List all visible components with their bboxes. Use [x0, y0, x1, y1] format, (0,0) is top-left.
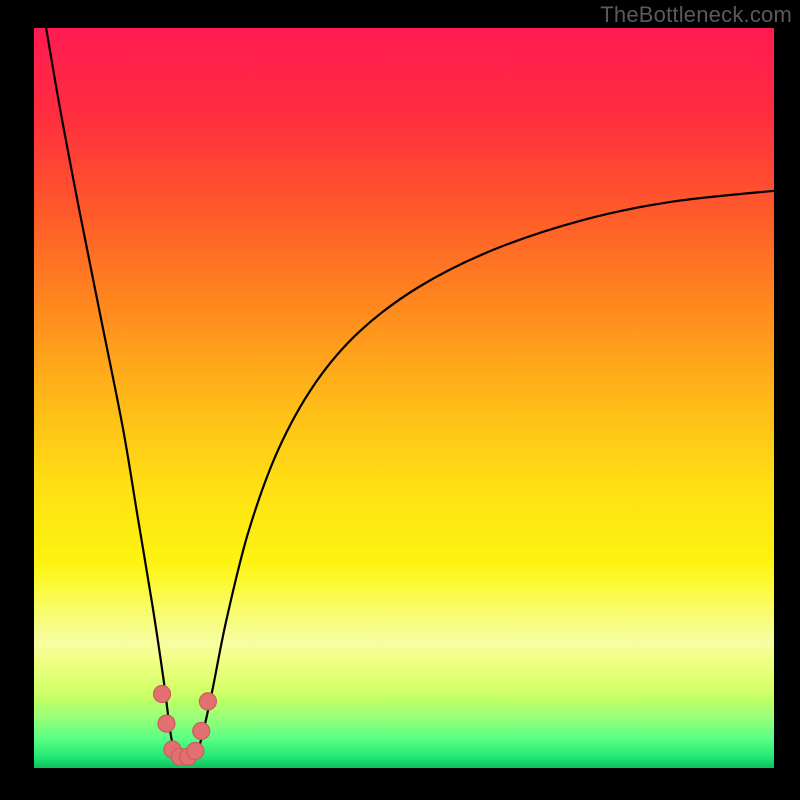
pale-band-overlay: [34, 28, 774, 768]
watermark-text: TheBottleneck.com: [600, 2, 792, 28]
marker-point: [193, 723, 210, 740]
marker-point: [187, 742, 204, 759]
bottleneck-chart: TheBottleneck.com: [0, 0, 800, 800]
marker-point: [154, 686, 171, 703]
chart-svg: [0, 0, 800, 800]
marker-point: [199, 693, 216, 710]
marker-point: [158, 715, 175, 732]
